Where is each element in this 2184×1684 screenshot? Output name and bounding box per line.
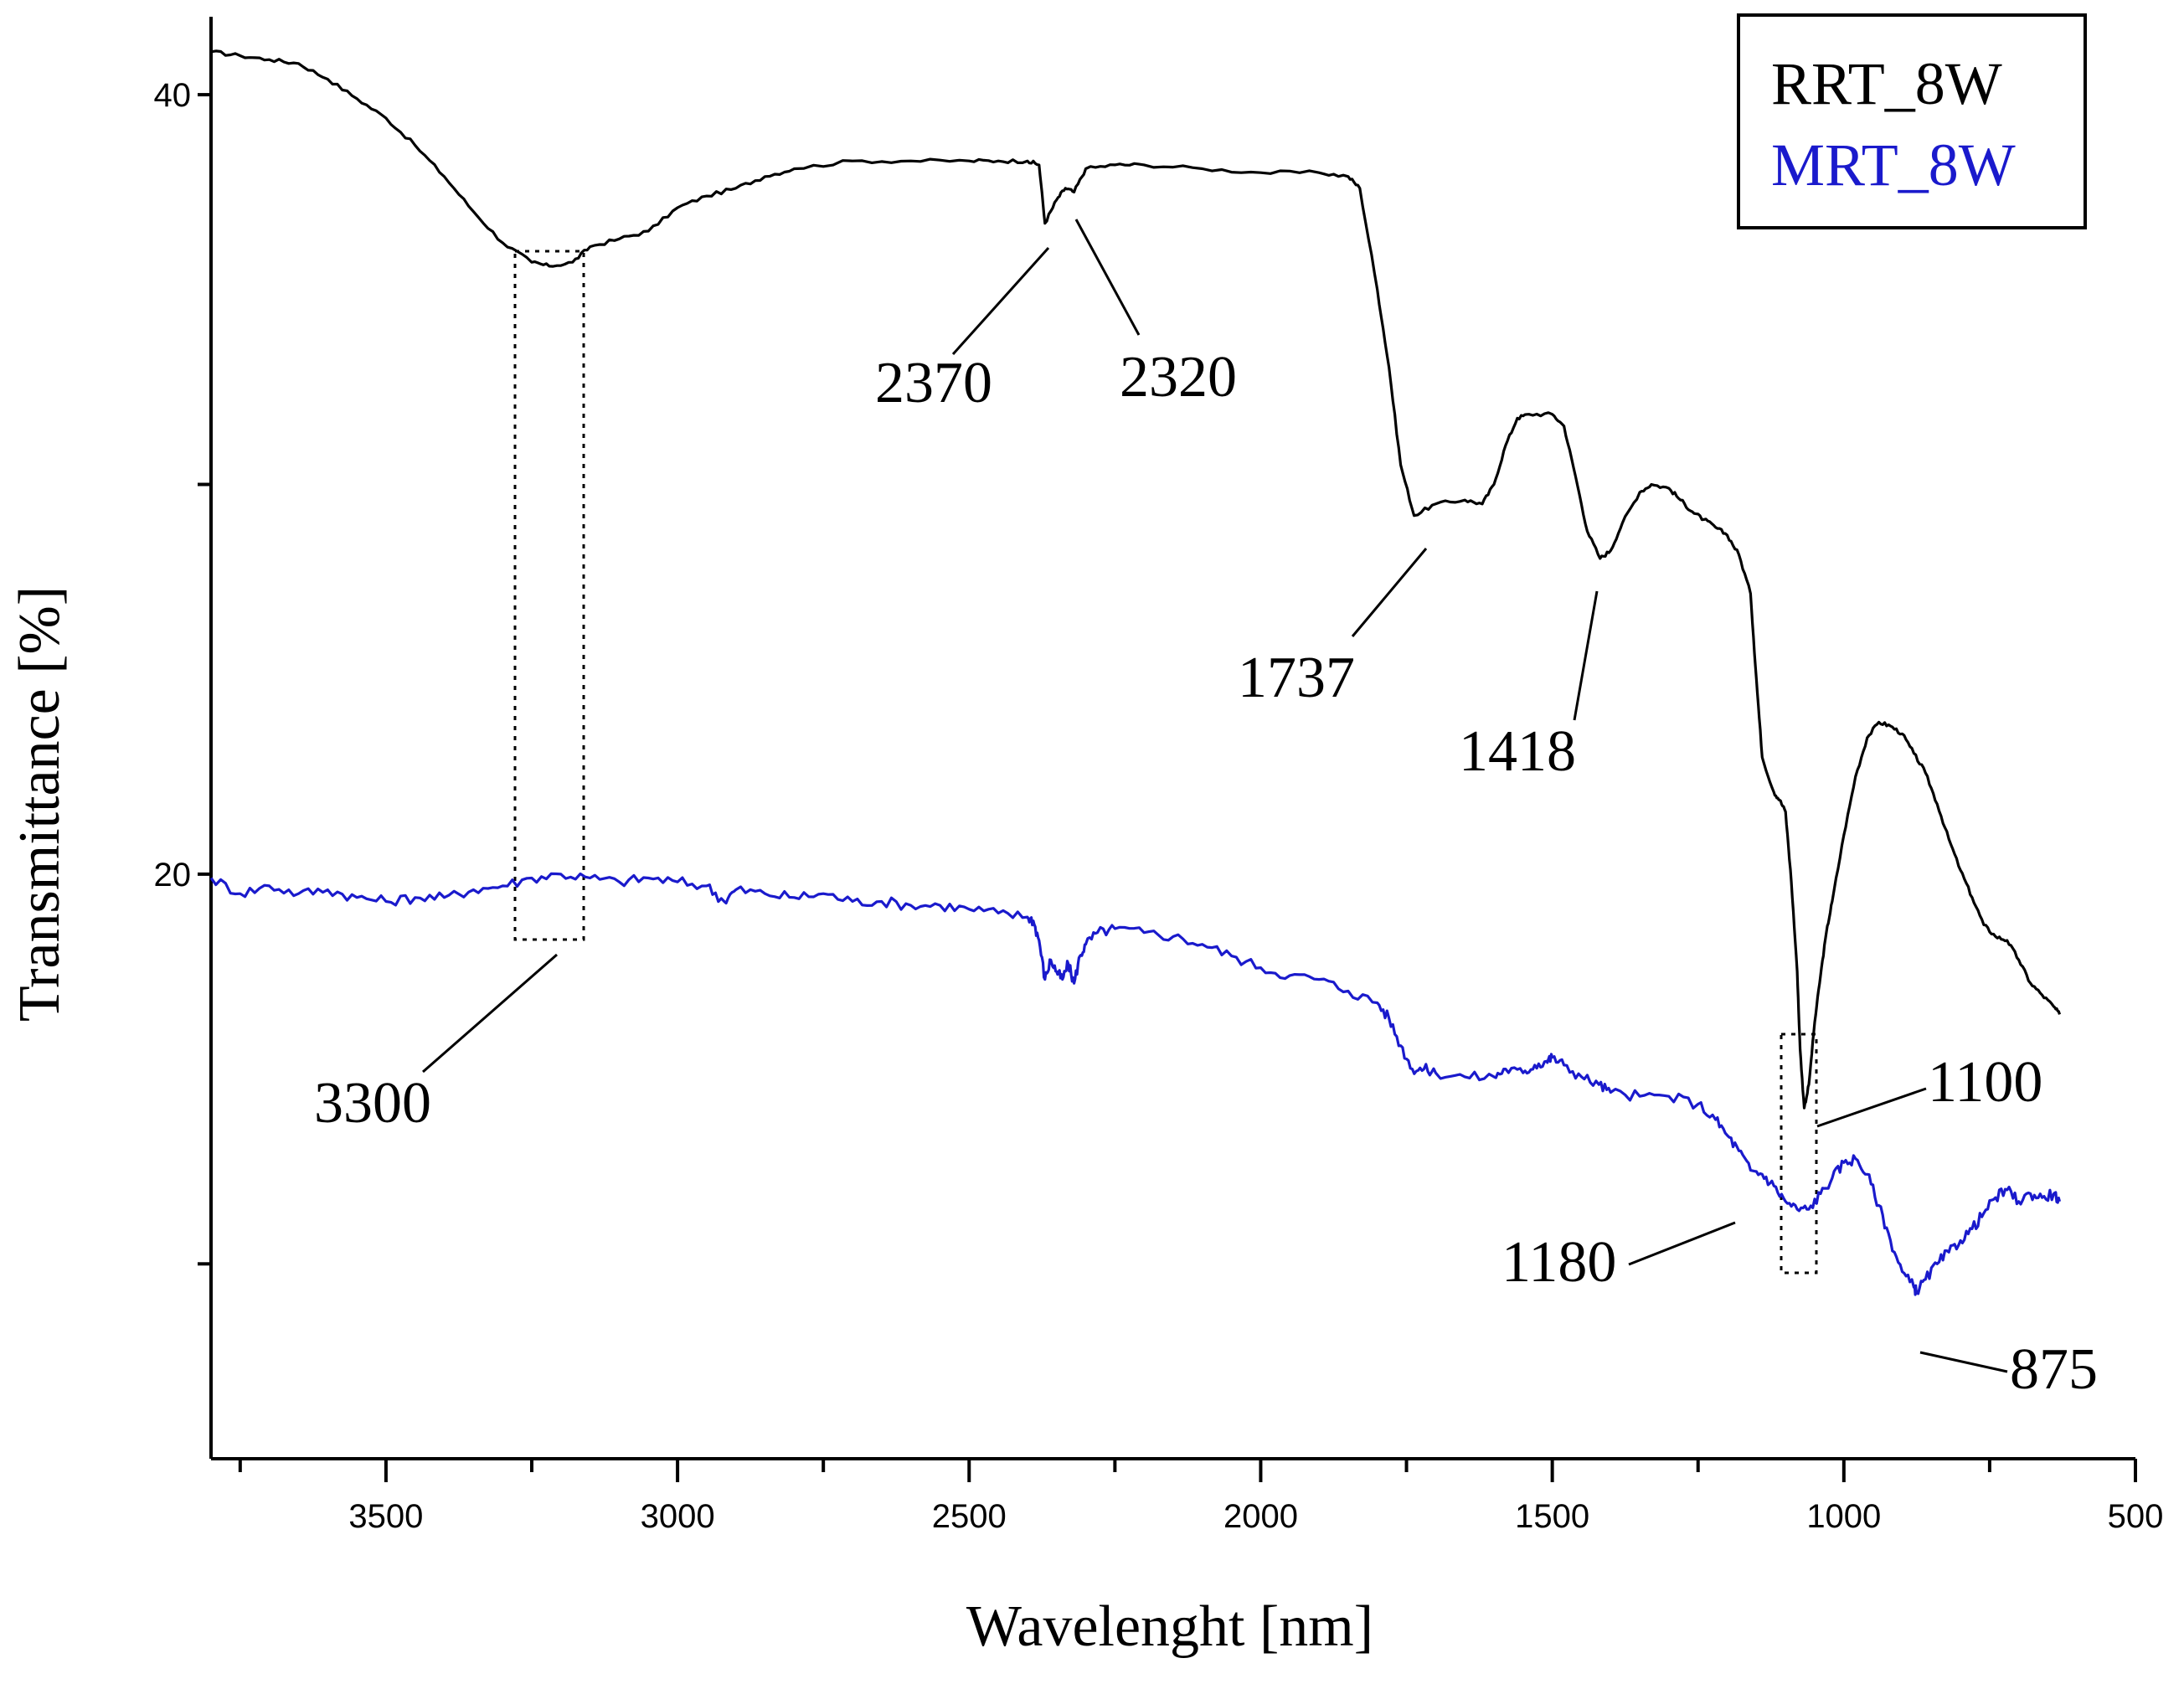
annotation-875: 875 [2010, 1337, 2098, 1402]
box-1100 [1780, 1033, 1818, 1275]
annotations-layer: 2370 2320 1737 1418 3300 1100 1180 875 [314, 219, 2098, 1402]
x-tick-label-3000: 3000 [641, 1498, 715, 1535]
leader-875 [1919, 1351, 2008, 1373]
x-tick-label-2000: 2000 [1223, 1498, 1298, 1535]
y-tick-label-20: 20 [154, 857, 192, 893]
annotation-1100: 1100 [1928, 1050, 2042, 1115]
y-axis-title: Transmittance [%] [8, 586, 72, 1022]
axes-layer: 3500 3000 2500 2000 1500 1000 500 40 20 [154, 17, 2164, 1535]
leader-2320 [1074, 219, 1141, 336]
legend-box [1737, 13, 2087, 229]
leader-1100 [1816, 1087, 1927, 1128]
annotation-1180: 1180 [1502, 1230, 1616, 1295]
x-axis-title: Wavelenght [nm] [966, 1594, 1373, 1659]
leader-1180 [1628, 1221, 1736, 1266]
x-tick-label-3500: 3500 [348, 1498, 423, 1535]
leader-1737 [1351, 548, 1428, 637]
annotation-2370: 2370 [875, 351, 992, 415]
annotation-2320: 2320 [1120, 345, 1237, 409]
x-tick-label-1000: 1000 [1806, 1498, 1881, 1535]
series-layer [209, 49, 2062, 1296]
leader-1418 [1573, 590, 1599, 721]
series-line-mrt-8w [209, 872, 2062, 1296]
annotation-1418: 1418 [1459, 719, 1576, 784]
annotation-3300: 3300 [314, 1071, 431, 1136]
box-3300 [513, 250, 585, 941]
legend-entry-rrt8w: RRT_8W [1771, 50, 2002, 117]
x-tick-label-500: 500 [2108, 1498, 2164, 1535]
highlight-boxes [513, 250, 1818, 1275]
series-line-rrt-8w [210, 49, 2062, 1110]
x-tick-label-2500: 2500 [932, 1498, 1007, 1535]
leader-2370 [951, 246, 1050, 356]
annotation-1737: 1737 [1238, 646, 1355, 710]
y-tick-label-40: 40 [154, 77, 192, 114]
legend-entry-mrt8w: MRT_8W [1771, 131, 2016, 198]
leader-3300 [422, 953, 558, 1074]
x-tick-label-1500: 1500 [1515, 1498, 1589, 1535]
legend: RRT_8W MRT_8W [1737, 13, 2087, 229]
